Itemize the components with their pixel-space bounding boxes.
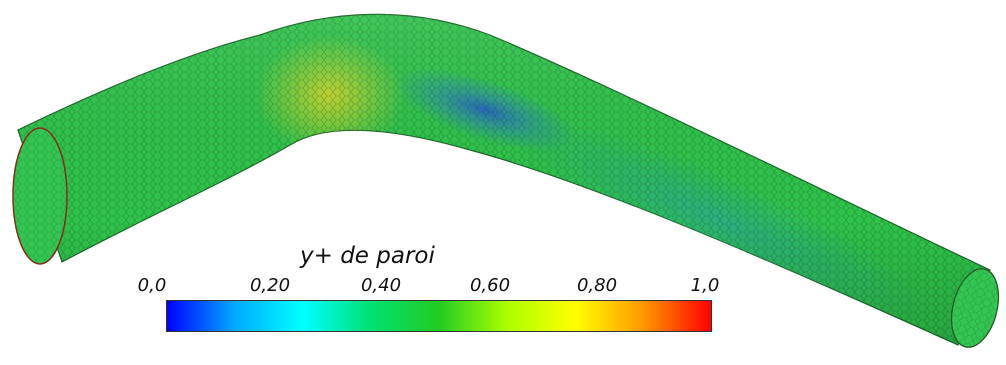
legend-tick-0: 0,0 bbox=[137, 275, 167, 296]
legend-tick-1: 0,20 bbox=[249, 275, 291, 296]
legend-tick-4: 0,80 bbox=[576, 275, 618, 296]
legend-title: y+ de paroi bbox=[300, 243, 435, 269]
legend-colorbar bbox=[166, 300, 712, 332]
legend-tick-5: 1,0 bbox=[690, 275, 720, 296]
legend-tick-2: 0,40 bbox=[360, 275, 402, 296]
legend-tick-3: 0,60 bbox=[469, 275, 511, 296]
